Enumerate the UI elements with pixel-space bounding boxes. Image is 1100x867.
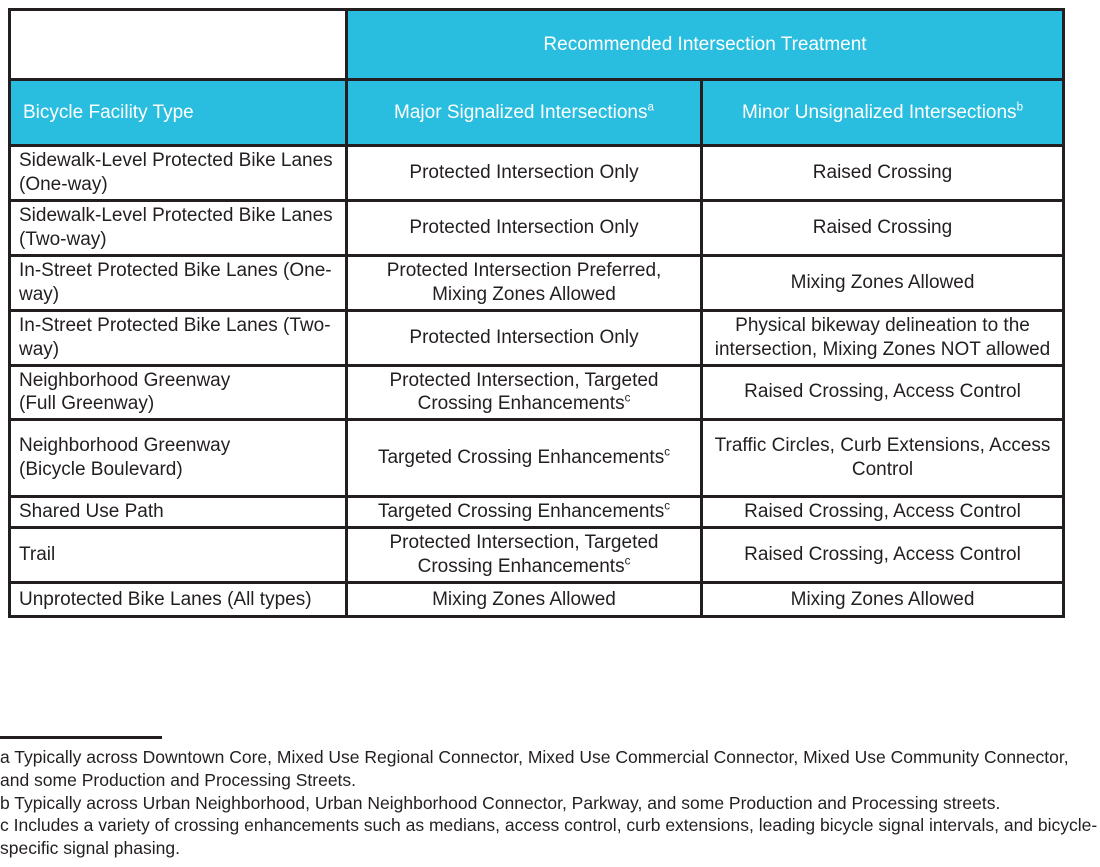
footnote-marker-c: c (624, 393, 631, 406)
facility-cell: Neighborhood Greenway (Full Greenway) (8, 363, 348, 422)
minor-treatment-cell: Mixing Zones Allowed (699, 581, 1066, 619)
footnote-marker-c: c (624, 555, 631, 568)
facility-cell: Sidewalk-Level Protected Bike Lanes (Two… (8, 198, 348, 257)
major-treatment-cell: Protected Intersection Only (345, 198, 703, 257)
major-treatment-cell: Protected Intersection Preferred, Mixing… (345, 253, 703, 312)
column-header-label: Major Signalized Intersections (394, 101, 648, 123)
table-row: Neighborhood Greenway (Bicycle Boulevard… (8, 418, 1066, 499)
facility-cell: Neighborhood Greenway (Bicycle Boulevard… (8, 418, 348, 499)
facility-cell: In-Street Protected Bike Lanes (One- way… (8, 253, 348, 312)
footnote-marker-b: b (1016, 101, 1024, 114)
major-treatment-cell: Protected Intersection, Targeted Crossin… (345, 526, 703, 585)
table-row: Neighborhood Greenway (Full Greenway) Pr… (8, 363, 1066, 422)
facility-cell: Shared Use Path (8, 495, 348, 530)
footnote-marker-c: c (664, 501, 670, 514)
facility-cell: In-Street Protected Bike Lanes (Two- way… (8, 308, 348, 367)
minor-treatment-cell: Physical bikeway delineation to the inte… (699, 308, 1066, 367)
major-treatment-cell: Targeted Crossing Enhancementsc (345, 495, 703, 530)
table-row: Shared Use Path Targeted Crossing Enhanc… (8, 495, 1066, 530)
major-treatment-cell: Targeted Crossing Enhancementsc (345, 418, 703, 499)
minor-treatment-cell: Raised Crossing, Access Control (699, 495, 1066, 530)
table-row: In-Street Protected Bike Lanes (Two- way… (8, 308, 1066, 367)
column-header-facility-type: Bicycle Facility Type (8, 78, 348, 147)
table-row: In-Street Protected Bike Lanes (One- way… (8, 253, 1066, 312)
table-row: Trail Protected Intersection, Targeted C… (8, 526, 1066, 585)
corner-empty-cell (8, 8, 348, 81)
column-header-label: Bicycle Facility Type (23, 101, 194, 123)
major-treatment-cell: Protected Intersection Only (345, 308, 703, 367)
major-treatment-cell: Mixing Zones Allowed (345, 581, 703, 619)
footnote-marker-a: a (647, 101, 654, 114)
intersection-treatment-table: Recommended Intersection Treatment Bicyc… (8, 8, 1066, 619)
footnote-marker-c: c (664, 447, 670, 460)
footnote-separator-rule (0, 736, 162, 739)
table-row: Sidewalk-Level Protected Bike Lanes (Two… (8, 198, 1066, 257)
minor-treatment-cell: Raised Crossing (699, 198, 1066, 257)
facility-cell: Trail (8, 526, 348, 585)
footnote-a: a Typically across Downtown Core, Mixed … (0, 747, 1069, 790)
minor-treatment-cell: Raised Crossing (699, 144, 1066, 202)
facility-cell: Unprotected Bike Lanes (All types) (8, 581, 348, 619)
minor-treatment-cell: Mixing Zones Allowed (699, 253, 1066, 312)
major-treatment-cell: Protected Intersection Only (345, 144, 703, 202)
table-row: Sidewalk-Level Protected Bike Lanes (One… (8, 144, 1066, 202)
minor-treatment-cell: Raised Crossing, Access Control (699, 526, 1066, 585)
footnote-c: c Includes a variety of crossing enhance… (0, 815, 1098, 858)
minor-treatment-cell: Raised Crossing, Access Control (699, 363, 1066, 422)
column-header-label: Minor Unsignalized Intersections (741, 101, 1017, 123)
column-header-minor-unsignalized: Minor Unsignalized Intersectionsb (699, 78, 1066, 147)
spanner-header-row: Recommended Intersection Treatment (8, 8, 1066, 81)
major-treatment-cell: Protected Intersection, Targeted Crossin… (345, 363, 703, 422)
footnotes-section: a Typically across Downtown Core, Mixed … (0, 736, 1098, 860)
table-row: Unprotected Bike Lanes (All types) Mixin… (8, 581, 1066, 619)
column-header-major-signalized: Major Signalized Intersectionsa (345, 78, 703, 147)
footnote-b: b Typically across Urban Neighborhood, U… (0, 792, 1001, 813)
spanner-header: Recommended Intersection Treatment (344, 8, 1066, 81)
column-header-row: Bicycle Facility Type Major Signalized I… (8, 78, 1066, 147)
minor-treatment-cell: Traffic Circles, Curb Extensions, Access… (699, 418, 1066, 499)
facility-cell: Sidewalk-Level Protected Bike Lanes (One… (8, 144, 348, 202)
